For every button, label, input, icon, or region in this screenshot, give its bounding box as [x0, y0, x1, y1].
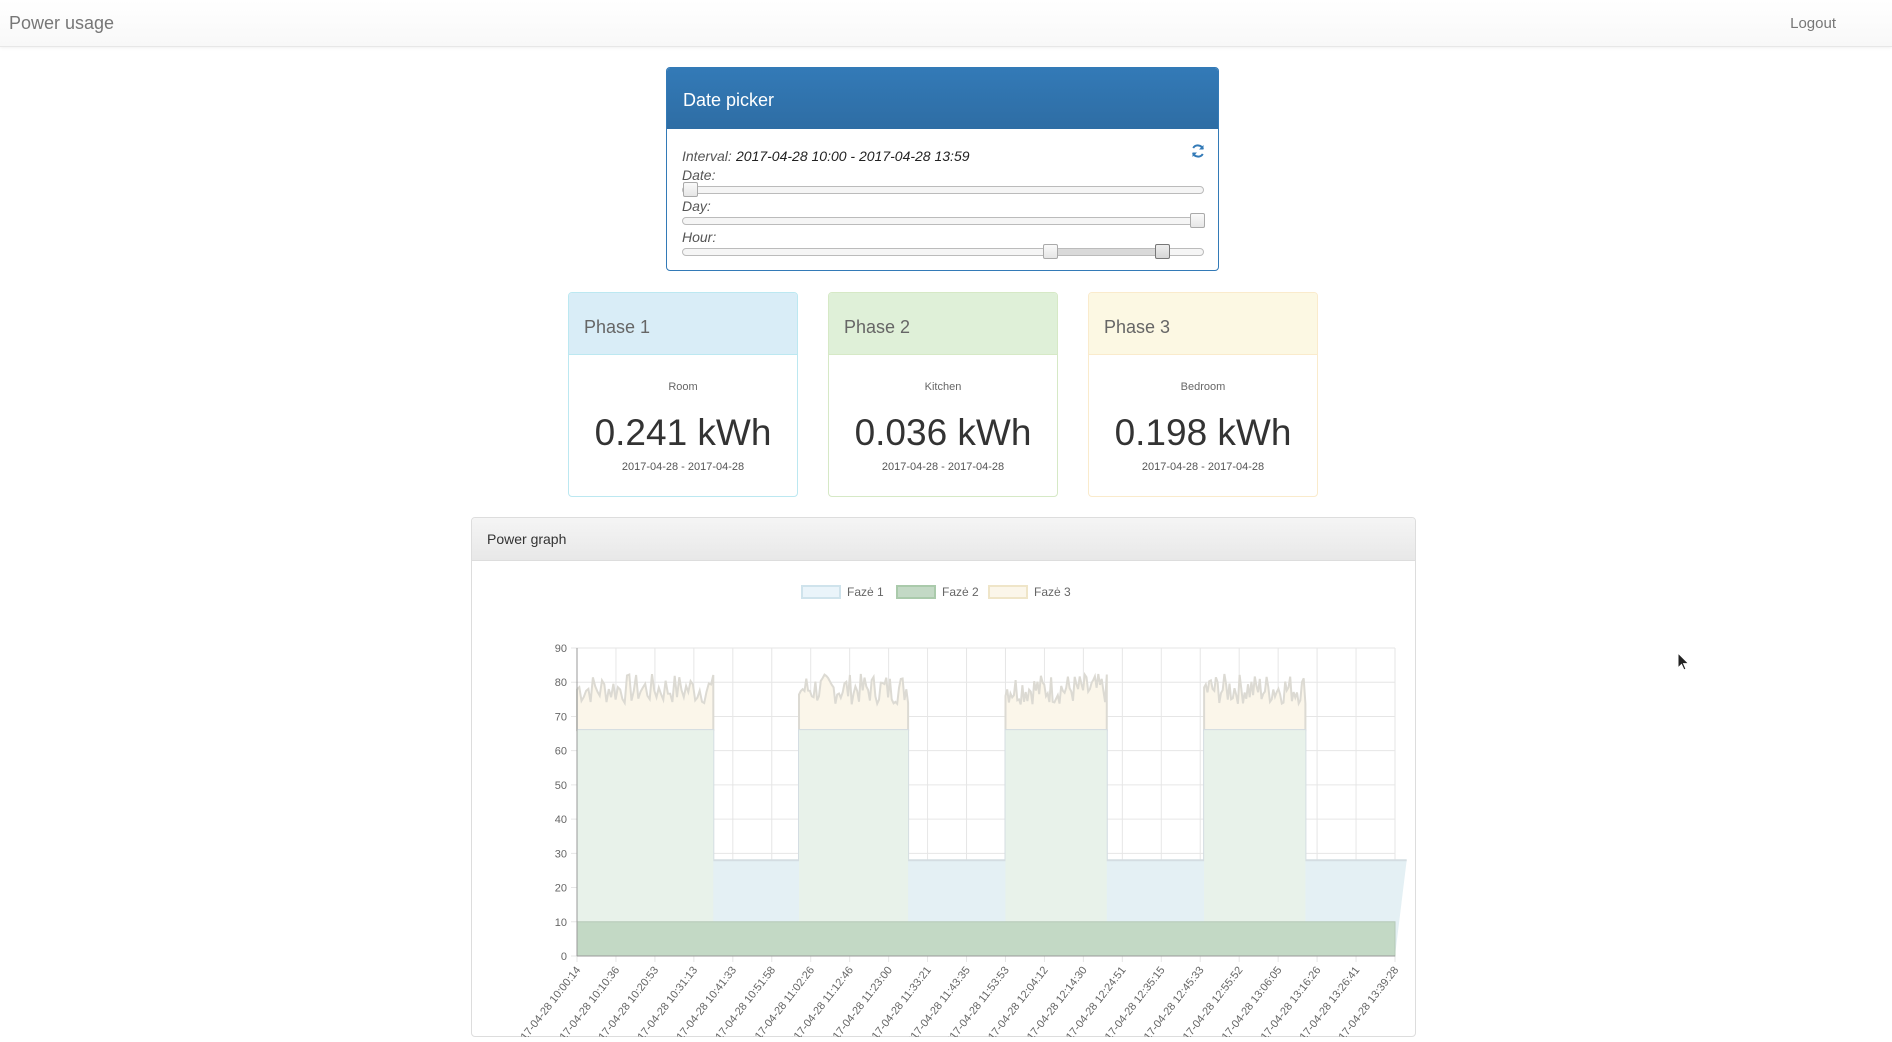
y-tick-label: 40 [555, 814, 567, 826]
legend-swatch [896, 585, 936, 599]
series-faze-2-area [576, 921, 1396, 957]
date-picker-title: Date picker [683, 90, 775, 110]
power-graph-panel: Power graph 0 10 20 30 40 50 60 70 80 90 2017-04-2… [471, 517, 1416, 1042]
date-slider-handle[interactable] [683, 182, 698, 197]
series-faze-3-area [797, 673, 910, 732]
y-tick-label: 20 [555, 883, 567, 895]
series-stack-fill [799, 730, 909, 922]
y-tick-label: 0 [561, 951, 567, 963]
hour-slider-range [1049, 248, 1162, 256]
series-stack-fill [577, 730, 714, 922]
phase-1-location: Room [668, 381, 698, 393]
phase-2-range: 2017-04-28 - 2017-04-28 [881, 461, 1005, 473]
phase-3-header: Phase 3 [1089, 293, 1317, 355]
legend-label: Fazė 2 [942, 585, 979, 599]
y-tick-label: 10 [555, 917, 567, 929]
date-picker-panel: Date picker Interval: 2017-04-28 10:00 -… [666, 67, 1219, 271]
y-tick-label: 30 [555, 848, 567, 860]
navbar: Power usage Logout [0, 0, 1892, 47]
day-slider-label: Day: [682, 198, 711, 214]
phase-1-range: 2017-04-28 - 2017-04-28 [621, 461, 745, 473]
interval-label: Interval: [682, 148, 732, 164]
hour-slider-handle-end[interactable] [1154, 244, 1170, 259]
phase-2-location: Kitchen [924, 381, 962, 393]
mouse-cursor-icon [1677, 652, 1690, 671]
x-tick-label: 2017-04-28 13:39:28 [1329, 964, 1401, 1037]
series-faze-3-area [1203, 673, 1307, 732]
y-tick-label: 70 [555, 711, 567, 723]
phase-1-header: Phase 1 [569, 293, 797, 355]
phase-2-title: Phase 2 [844, 317, 911, 337]
phase-3-title: Phase 3 [1104, 317, 1171, 337]
phase-2-card: Phase 2 Kitchen 0.036 kWh 2017-04-28 - 2… [828, 292, 1058, 497]
phase-2-value: 0.036 kWh [854, 412, 1032, 453]
legend-label: Fazė 1 [847, 585, 884, 599]
phase-1-value: 0.241 kWh [594, 412, 772, 453]
logout-link[interactable]: Logout [1790, 15, 1836, 32]
phase-3-range: 2017-04-28 - 2017-04-28 [1141, 461, 1265, 473]
phase-3-location: Bedroom [1180, 381, 1226, 393]
hour-slider-handle-start[interactable] [1042, 244, 1058, 259]
refresh-icon[interactable] [1190, 143, 1206, 159]
date-slider-label: Date: [682, 167, 716, 183]
legend-swatch [801, 585, 841, 599]
phase-2-header: Phase 2 [829, 293, 1057, 355]
series-faze-3-area [576, 673, 715, 732]
day-slider[interactable] [682, 213, 1205, 228]
series-faze-3-area [1004, 671, 1108, 732]
date-picker-header: Date picker [667, 68, 1218, 129]
hour-slider[interactable] [682, 244, 1204, 259]
phase-1-card: Phase 1 Room 0.241 kWh 2017-04-28 - 2017… [568, 292, 798, 497]
day-slider-handle[interactable] [1190, 213, 1205, 228]
series-faze-1-area [577, 730, 1407, 956]
phase-3-value: 0.198 kWh [1114, 412, 1292, 453]
power-graph-header: Power graph [472, 518, 1415, 561]
brand-link[interactable]: Power usage [9, 13, 115, 33]
power-graph-title: Power graph [487, 531, 567, 547]
legend-label: Fazė 3 [1034, 585, 1071, 599]
series-stack-fill [1204, 730, 1306, 922]
interval-value: 2017-04-28 10:00 - 2017-04-28 13:59 [736, 148, 970, 164]
legend-swatch [988, 585, 1028, 599]
phase-1-title: Phase 1 [584, 317, 651, 337]
y-tick-label: 90 [555, 643, 567, 655]
y-tick-label: 50 [555, 780, 567, 792]
y-tick-label: 80 [555, 677, 567, 689]
series-stack-fill [1005, 730, 1107, 922]
y-tick-label: 60 [555, 746, 567, 758]
phase-3-card: Phase 3 Bedroom 0.198 kWh 2017-04-28 - 2… [1088, 292, 1318, 497]
date-slider[interactable] [682, 182, 1204, 197]
hour-slider-label: Hour: [682, 229, 717, 245]
